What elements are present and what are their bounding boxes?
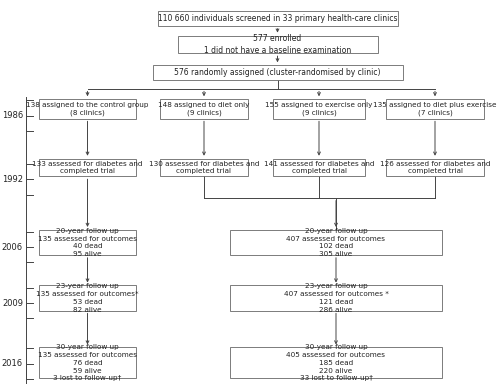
Text: 23-year follow up
407 assessed for outcomes *
121 dead
286 alive: 23-year follow up 407 assessed for outco… [284, 283, 389, 313]
FancyBboxPatch shape [38, 347, 136, 378]
FancyBboxPatch shape [230, 286, 442, 310]
Text: 133 assessed for diabetes and
completed trial: 133 assessed for diabetes and completed … [32, 161, 143, 174]
Text: 110 660 individuals screened in 33 primary health-care clinics: 110 660 individuals screened in 33 prima… [158, 14, 397, 23]
Text: 30-year follow up
135 assessed for outcomes
76 dead
59 alive
3 lost to follow-up: 30-year follow up 135 assessed for outco… [38, 344, 137, 381]
Text: 148 assigned to diet only
(9 clinics): 148 assigned to diet only (9 clinics) [158, 102, 250, 116]
FancyBboxPatch shape [38, 99, 136, 119]
Text: 20-year follow up
135 assessed for outcomes
40 dead
95 alive: 20-year follow up 135 assessed for outco… [38, 228, 137, 257]
FancyBboxPatch shape [158, 11, 398, 26]
FancyBboxPatch shape [38, 159, 136, 176]
FancyBboxPatch shape [160, 99, 248, 119]
Text: 2016: 2016 [2, 359, 23, 368]
Text: 126 assessed for diabetes and
completed trial: 126 assessed for diabetes and completed … [380, 161, 490, 174]
Text: 2006: 2006 [2, 242, 23, 252]
FancyBboxPatch shape [152, 65, 402, 80]
FancyBboxPatch shape [38, 230, 136, 255]
Text: 577 enrolled
1 did not have a baseline examination: 577 enrolled 1 did not have a baseline e… [204, 34, 351, 54]
Text: 1992: 1992 [2, 175, 23, 184]
Text: 20-year follow up
407 assessed for outcomes
102 dead
305 alive: 20-year follow up 407 assessed for outco… [286, 228, 386, 257]
FancyBboxPatch shape [273, 99, 365, 119]
FancyBboxPatch shape [178, 36, 378, 53]
FancyBboxPatch shape [38, 286, 136, 310]
FancyBboxPatch shape [160, 159, 248, 176]
Text: 576 randomly assigned (cluster-randomised by clinic): 576 randomly assigned (cluster-randomise… [174, 68, 381, 77]
Text: 141 assessed for diabetes and
completed trial: 141 assessed for diabetes and completed … [264, 161, 374, 174]
FancyBboxPatch shape [386, 99, 484, 119]
Text: 23-year follow up
135 assessed for outcomes*
53 dead
82 alive: 23-year follow up 135 assessed for outco… [36, 283, 139, 313]
Text: 30-year follow up
405 assessed for outcomes
185 dead
220 alive
33 lost to follow: 30-year follow up 405 assessed for outco… [286, 344, 386, 381]
FancyBboxPatch shape [230, 230, 442, 255]
FancyBboxPatch shape [386, 159, 484, 176]
FancyBboxPatch shape [273, 159, 365, 176]
Text: 2009: 2009 [2, 298, 23, 308]
Text: 155 assigned to exercise only
(9 clinics): 155 assigned to exercise only (9 clinics… [266, 102, 372, 116]
Text: 130 assessed for diabetes and
completed trial: 130 assessed for diabetes and completed … [149, 161, 259, 174]
Text: 1986: 1986 [2, 111, 23, 120]
Text: 135 assigned to diet plus exercise
(7 clinics): 135 assigned to diet plus exercise (7 cl… [373, 102, 497, 116]
FancyBboxPatch shape [230, 347, 442, 378]
Text: 138 assigned to the control group
(8 clinics): 138 assigned to the control group (8 cli… [26, 102, 149, 116]
